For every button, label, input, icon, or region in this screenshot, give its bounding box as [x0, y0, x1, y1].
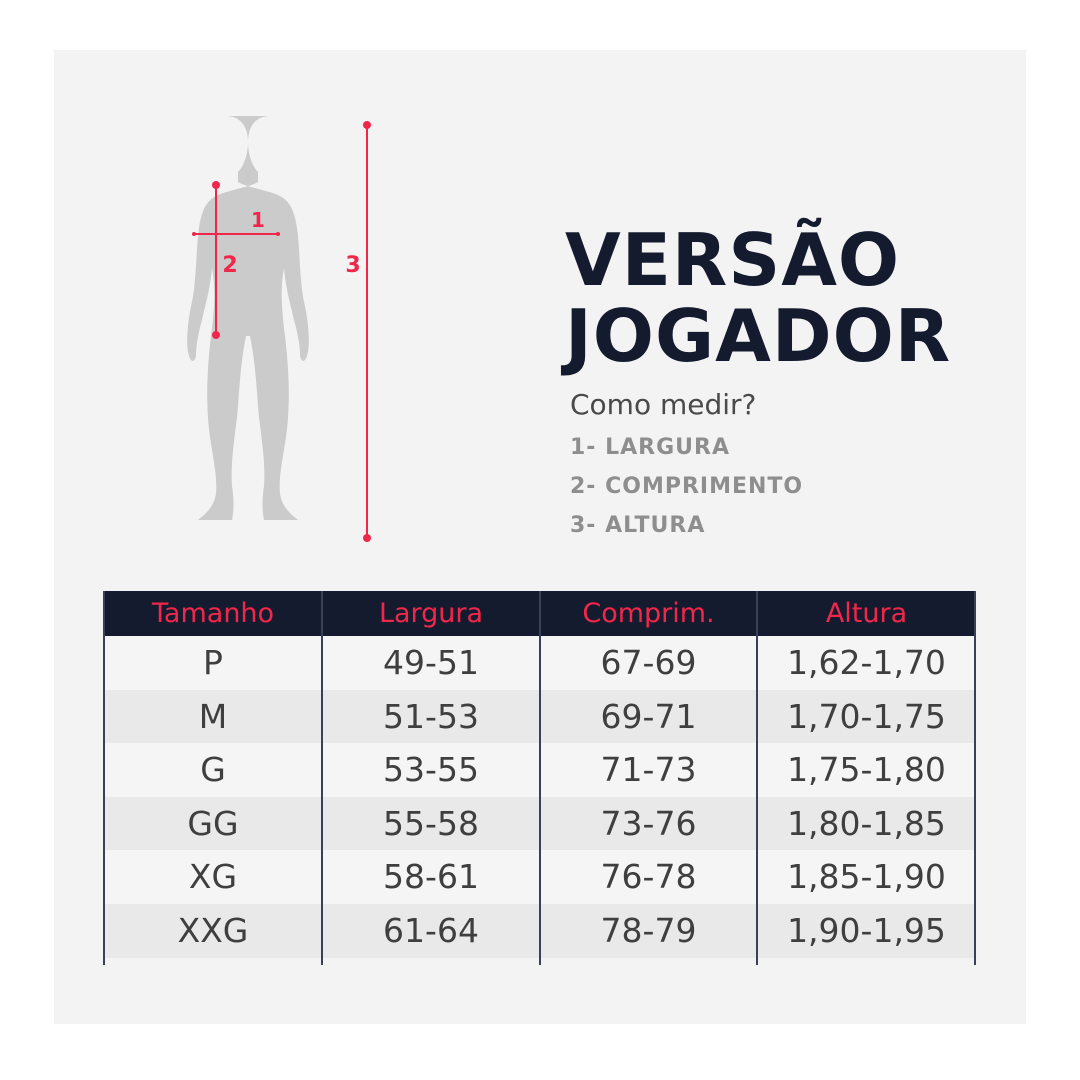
- table-cell: 1,70-1,75: [787, 696, 946, 736]
- label-3: 3: [345, 253, 360, 278]
- column-divider: [539, 591, 541, 965]
- label-2: 2: [222, 253, 237, 278]
- table-cell: 49-51: [383, 643, 479, 682]
- table-cell: 1,90-1,95: [787, 910, 946, 950]
- table-cell: 1,85-1,90: [787, 857, 946, 897]
- step-item: 3- ALTURA: [570, 513, 706, 538]
- table-cell: 61-64: [383, 910, 479, 950]
- table-cell: 51-53: [383, 696, 479, 736]
- step-item: 1- LARGURA: [570, 435, 730, 460]
- step-item: 2- COMPRIMENTO: [570, 474, 804, 499]
- table-cell: 1,75-1,80: [787, 750, 946, 790]
- table-cell: XXG: [177, 910, 249, 950]
- table-cell: 69-71: [600, 696, 697, 736]
- table-cell: 58-61: [383, 857, 479, 897]
- table-cell: GG: [187, 803, 239, 843]
- body-silhouette: [187, 116, 309, 520]
- table-cell: M: [198, 696, 228, 736]
- table-cell: 53-55: [383, 750, 479, 790]
- column-divider: [321, 591, 323, 965]
- title-line-2: JOGADOR: [565, 294, 952, 378]
- page-title: VERSÃO JOGADOR: [565, 222, 951, 374]
- table-cell: 76-78: [600, 857, 697, 897]
- table-cell: 1,80-1,85: [787, 803, 946, 843]
- table-header: Tamanho Largura Comprim. Altura: [104, 591, 976, 636]
- header-cell: Altura: [825, 598, 908, 629]
- body-measurement-figure: 1 2 3: [187, 116, 371, 542]
- table-cell: 73-76: [600, 803, 697, 843]
- table-cell: G: [200, 750, 226, 790]
- column-divider: [756, 591, 758, 965]
- header-cell: Largura: [378, 598, 484, 629]
- table-cell: 78-79: [600, 910, 697, 950]
- column-divider: [103, 591, 105, 965]
- table-cell: P: [203, 643, 223, 682]
- how-to-heading: Como medir?: [570, 388, 757, 421]
- header-cell: Tamanho: [151, 598, 275, 629]
- label-1: 1: [251, 208, 265, 232]
- table-cell: XG: [188, 857, 238, 897]
- title-line-1: VERSÃO: [565, 218, 901, 302]
- how-to-steps: 1- LARGURA 2- COMPRIMENTO 3- ALTURA: [570, 434, 803, 551]
- table-cell: 71-73: [600, 750, 697, 790]
- header-cell: Comprim.: [582, 598, 715, 629]
- table-cell: 1,62-1,70: [787, 643, 946, 682]
- table-cell: 67-69: [600, 643, 697, 682]
- column-divider: [974, 591, 976, 965]
- table-cell: 55-58: [383, 803, 479, 843]
